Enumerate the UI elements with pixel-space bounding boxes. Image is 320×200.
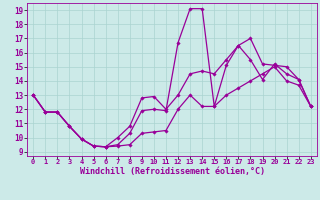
X-axis label: Windchill (Refroidissement éolien,°C): Windchill (Refroidissement éolien,°C)	[79, 167, 265, 176]
